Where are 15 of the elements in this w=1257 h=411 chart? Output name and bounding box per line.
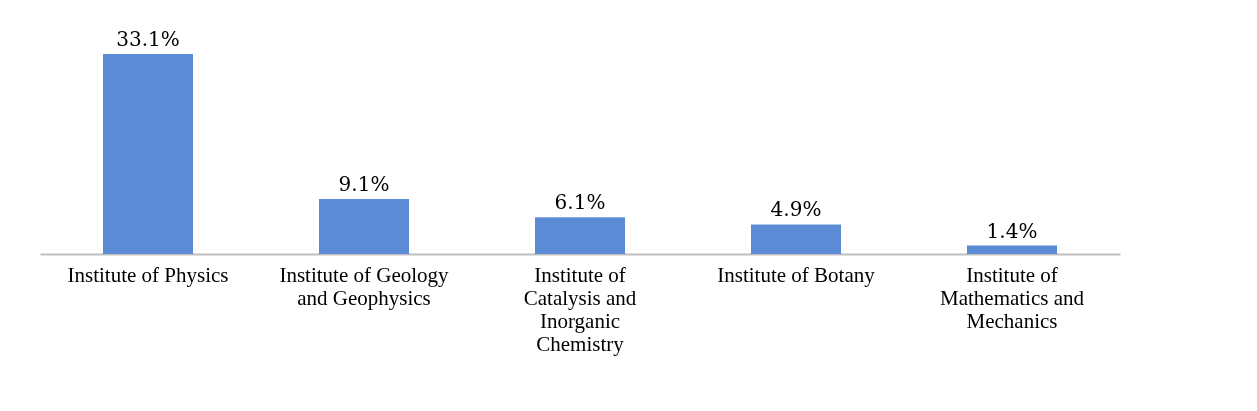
- x-tick-label: Institute of Geology and Geophysics: [279, 262, 450, 310]
- data-label: 1.4%: [986, 218, 1038, 243]
- bar: [319, 199, 409, 254]
- data-label: 6.1%: [554, 190, 606, 215]
- bar: [103, 54, 193, 254]
- data-label: 9.1%: [338, 172, 390, 197]
- data-label: 33.1%: [116, 27, 180, 51]
- x-tick-label: Institute of Catalysis and Inorganic Chemistry: [523, 262, 637, 356]
- x-tick-label: Institute of Mathematics and Mechanics: [939, 262, 1085, 333]
- bar: [967, 245, 1057, 254]
- x-tick-label: Institute of Physics: [67, 262, 229, 287]
- data-label: 4.9%: [770, 197, 822, 222]
- bar: [751, 224, 841, 254]
- bar: [535, 217, 625, 254]
- x-tick-label: Institute of Botany: [717, 262, 876, 287]
